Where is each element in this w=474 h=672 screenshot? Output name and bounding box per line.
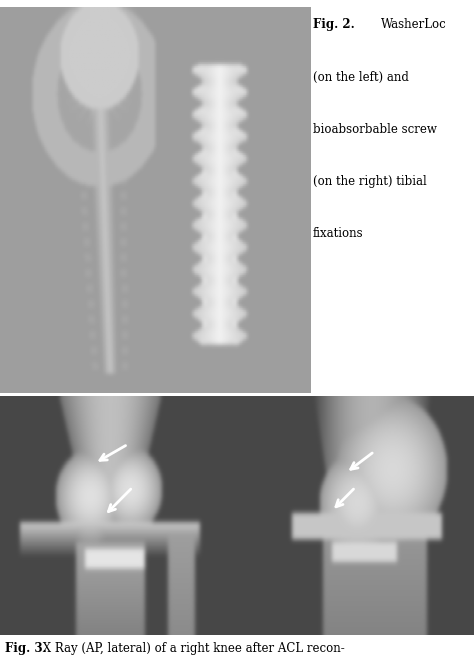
Text: Fig. 3.: Fig. 3.	[5, 642, 46, 655]
Text: (on the right) tibial: (on the right) tibial	[313, 175, 427, 187]
Text: fixations: fixations	[313, 227, 364, 240]
Text: X Ray (AP, lateral) of a right knee after ACL recon-: X Ray (AP, lateral) of a right knee afte…	[39, 642, 345, 655]
Text: (on the left) and: (on the left) and	[313, 71, 409, 83]
Text: bioabsorbable screw: bioabsorbable screw	[313, 123, 437, 136]
Text: WasherLoc: WasherLoc	[381, 18, 447, 32]
Text: Fig. 2.: Fig. 2.	[313, 18, 355, 32]
